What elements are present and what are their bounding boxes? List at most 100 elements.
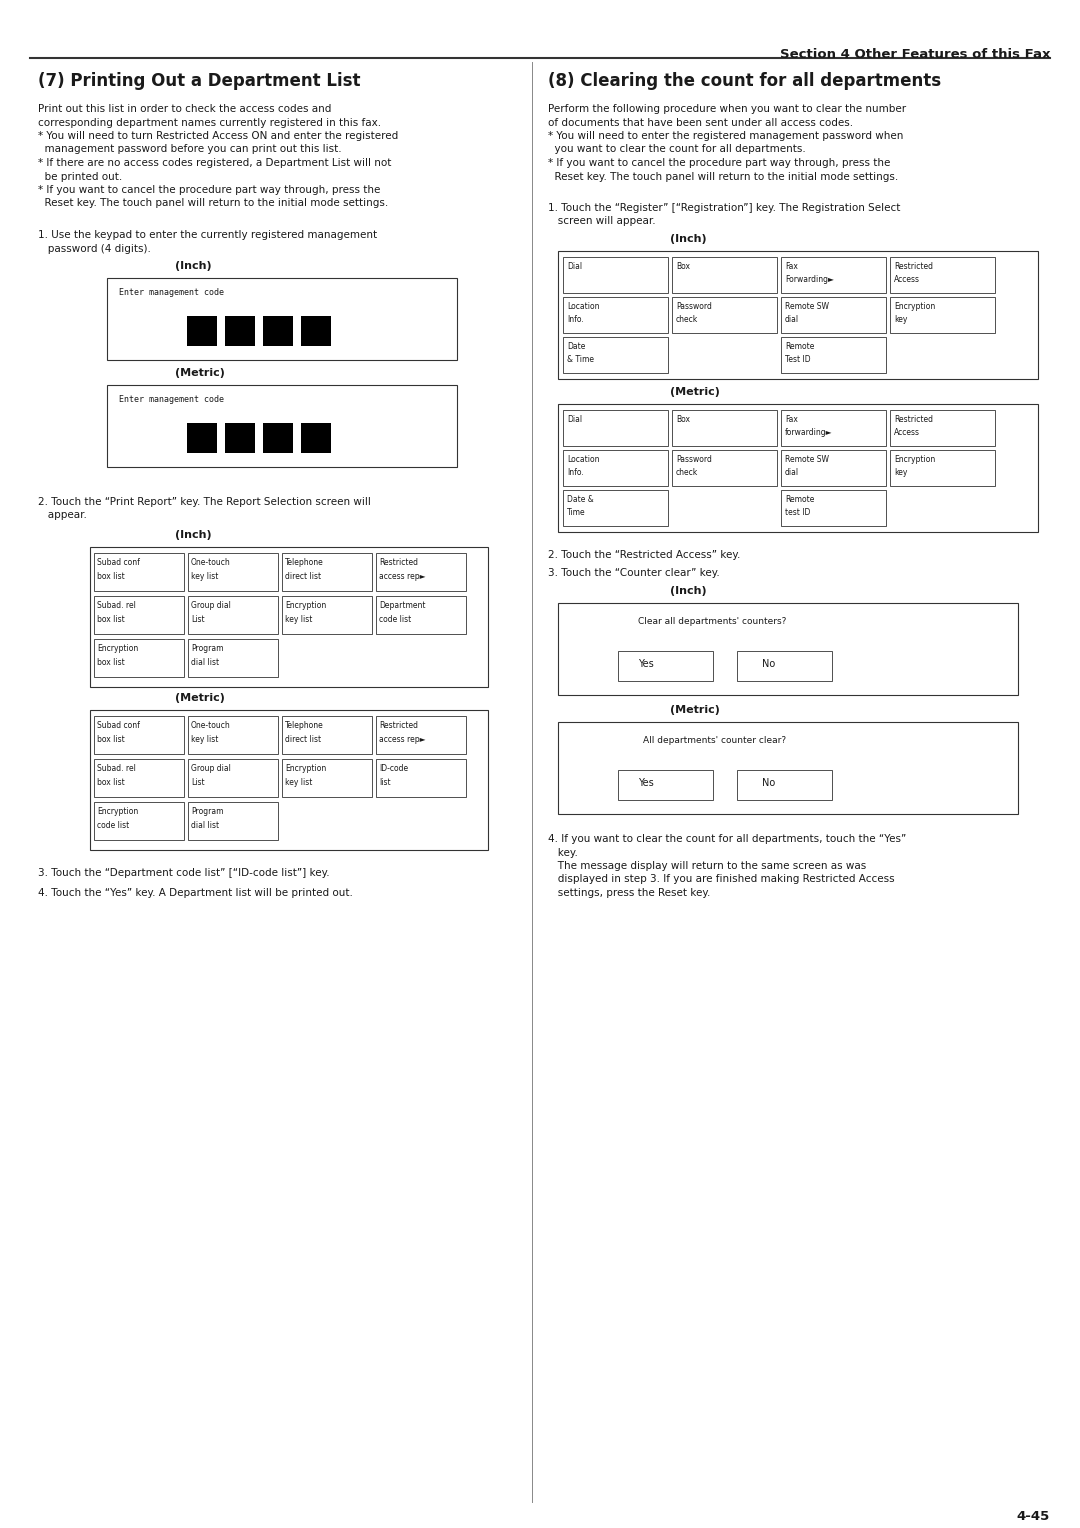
Bar [781, 410, 886, 446]
Text: access rep►: access rep► [379, 735, 426, 744]
Text: Subad. rel: Subad. rel [97, 764, 136, 773]
Text: key list: key list [285, 778, 312, 787]
Text: Restricted: Restricted [894, 261, 933, 270]
Bar [188, 717, 278, 753]
Text: Encryption: Encryption [894, 303, 935, 312]
Text: (Inch): (Inch) [175, 261, 212, 270]
Bar [94, 759, 184, 798]
Bar [672, 451, 777, 486]
Text: (8) Clearing the count for all departments: (8) Clearing the count for all departmen… [548, 72, 941, 90]
Text: & Time: & Time [567, 354, 594, 364]
Text: be printed out.: be printed out. [38, 171, 122, 182]
Bar [737, 770, 832, 801]
Text: List: List [191, 614, 204, 623]
Text: Restricted: Restricted [379, 721, 418, 730]
Bar [187, 316, 217, 345]
Bar [225, 423, 255, 452]
Text: check: check [676, 468, 699, 477]
Bar [94, 802, 184, 840]
Text: (Metric): (Metric) [175, 368, 225, 377]
Text: dial list: dial list [191, 659, 219, 668]
Bar [563, 257, 669, 293]
Text: Print out this list in order to check the access codes and: Print out this list in order to check th… [38, 104, 332, 115]
Text: (Inch): (Inch) [670, 234, 706, 244]
Text: Password: Password [676, 455, 712, 465]
Bar [94, 717, 184, 753]
Text: code list: code list [97, 821, 130, 830]
Text: key list: key list [285, 614, 312, 623]
Text: key: key [894, 468, 907, 477]
Text: Encryption: Encryption [285, 764, 326, 773]
Text: dial: dial [785, 315, 799, 324]
Text: key list: key list [191, 571, 218, 581]
Bar [672, 410, 777, 446]
Text: Yes: Yes [638, 659, 653, 669]
Text: Dial: Dial [567, 416, 582, 423]
Text: direct list: direct list [285, 735, 321, 744]
Text: Encryption: Encryption [894, 455, 935, 465]
Text: settings, press the Reset key.: settings, press the Reset key. [548, 888, 711, 898]
Bar [376, 596, 465, 634]
Text: appear.: appear. [38, 510, 86, 521]
Text: Remote SW: Remote SW [785, 303, 829, 312]
Bar [282, 717, 372, 753]
Text: ID-code: ID-code [379, 764, 408, 773]
Text: Date &: Date & [567, 495, 594, 504]
Bar [90, 547, 488, 688]
Text: List: List [191, 778, 204, 787]
Text: 3. Touch the “Counter clear” key.: 3. Touch the “Counter clear” key. [548, 568, 719, 578]
Text: Info.: Info. [567, 468, 584, 477]
Text: * If there are no access codes registered, a Department List will not: * If there are no access codes registere… [38, 157, 391, 168]
Text: Location: Location [567, 303, 599, 312]
Bar [225, 316, 255, 345]
Text: Yes: Yes [638, 778, 653, 788]
Text: 4. If you want to clear the count for all departments, touch the “Yes”: 4. If you want to clear the count for al… [548, 834, 906, 843]
Text: Telephone: Telephone [285, 721, 324, 730]
Text: of documents that have been sent under all access codes.: of documents that have been sent under a… [548, 118, 853, 127]
Text: Forwarding►: Forwarding► [785, 275, 834, 284]
Text: Enter management code: Enter management code [119, 396, 224, 403]
Text: dial: dial [785, 468, 799, 477]
Bar [781, 296, 886, 333]
Bar [618, 770, 713, 801]
Bar [563, 338, 669, 373]
Text: test ID: test ID [785, 507, 810, 516]
Text: No: No [762, 659, 775, 669]
Text: Remote: Remote [785, 495, 814, 504]
Text: box list: box list [97, 614, 125, 623]
Text: Box: Box [676, 261, 690, 270]
Text: forwarding►: forwarding► [785, 428, 833, 437]
Text: 1. Touch the “Register” [“Registration”] key. The Registration Select: 1. Touch the “Register” [“Registration”]… [548, 203, 901, 212]
Bar [563, 410, 669, 446]
Text: box list: box list [97, 659, 125, 668]
Bar [781, 257, 886, 293]
Text: key: key [894, 315, 907, 324]
Bar [282, 596, 372, 634]
Bar [301, 423, 330, 452]
Text: Time: Time [567, 507, 585, 516]
Text: Program: Program [191, 807, 224, 816]
Bar [90, 711, 488, 850]
Text: Section 4 Other Features of this Fax: Section 4 Other Features of this Fax [780, 47, 1050, 61]
Text: Subad. rel: Subad. rel [97, 601, 136, 610]
Text: (Metric): (Metric) [670, 704, 720, 715]
Bar [558, 251, 1038, 379]
Text: One-touch: One-touch [191, 721, 231, 730]
Text: Group dial: Group dial [191, 764, 231, 773]
Text: box list: box list [97, 778, 125, 787]
Text: 3. Touch the “Department code list” [“ID-code list”] key.: 3. Touch the “Department code list” [“ID… [38, 868, 329, 879]
Bar [563, 296, 669, 333]
Text: * You will need to turn Restricted Access ON and enter the registered: * You will need to turn Restricted Acces… [38, 131, 399, 141]
Text: (Inch): (Inch) [670, 587, 706, 596]
Text: code list: code list [379, 614, 411, 623]
Text: Access: Access [894, 275, 920, 284]
Text: password (4 digits).: password (4 digits). [38, 243, 151, 254]
Text: list: list [379, 778, 391, 787]
Bar [282, 553, 372, 591]
Bar [282, 759, 372, 798]
Text: Restricted: Restricted [894, 416, 933, 423]
Bar [264, 316, 293, 345]
Text: key.: key. [548, 848, 578, 857]
Bar [187, 423, 217, 452]
Text: Info.: Info. [567, 315, 584, 324]
